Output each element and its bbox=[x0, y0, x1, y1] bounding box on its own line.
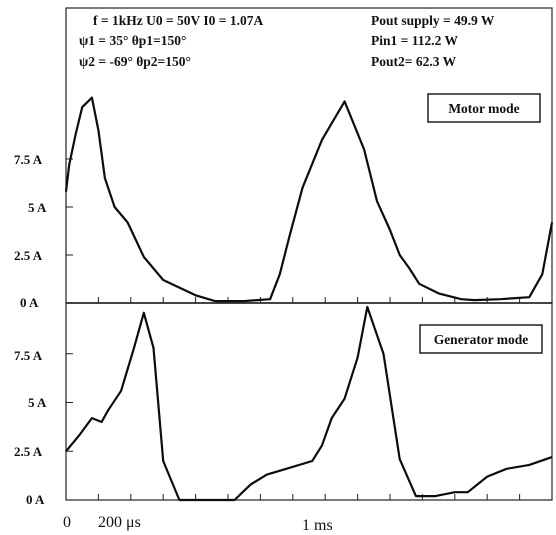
gen-ytick-1: 2.5 A bbox=[14, 444, 43, 459]
traces bbox=[64, 96, 554, 502]
header-line-1: f = 1kHz U0 = 50V I0 = 1.07A bbox=[93, 13, 263, 28]
generator-current-trace bbox=[65, 305, 553, 502]
pout2-label: Pout2= 62.3 W bbox=[371, 54, 457, 69]
gen-ytick-3: 7.5 A bbox=[14, 348, 43, 363]
header-line-3: ψ2 = -69° θp2=150° bbox=[79, 54, 191, 69]
motor-ytick-1: 2.5 A bbox=[14, 248, 43, 263]
pin1-label: Pin1 = 112.2 W bbox=[371, 33, 458, 48]
motor-ytick-0: 0 A bbox=[20, 295, 39, 310]
generator-mode-label: Generator mode bbox=[434, 332, 529, 347]
generator-mode-box bbox=[419, 324, 543, 354]
motor-mode-box bbox=[427, 93, 541, 123]
motor-mode-label: Motor mode bbox=[448, 101, 519, 116]
gen-ytick-0: 0 A bbox=[26, 492, 45, 507]
xtick-1ms: 1 ms bbox=[302, 517, 333, 534]
pout-supply-label: Pout supply = 49.9 W bbox=[371, 13, 495, 28]
motor-current-trace bbox=[64, 96, 554, 303]
xtick-0: 0 bbox=[63, 514, 71, 531]
xtick-200us: 200 μs bbox=[98, 514, 141, 531]
header-line-2: ψ1 = 35° θp1=150° bbox=[79, 33, 186, 48]
motor-ytick-2: 5 A bbox=[28, 200, 47, 215]
gen-ytick-2: 5 A bbox=[28, 395, 47, 410]
motor-panel-frame bbox=[65, 7, 553, 304]
motor-ytick-3: 7.5 A bbox=[14, 152, 43, 167]
